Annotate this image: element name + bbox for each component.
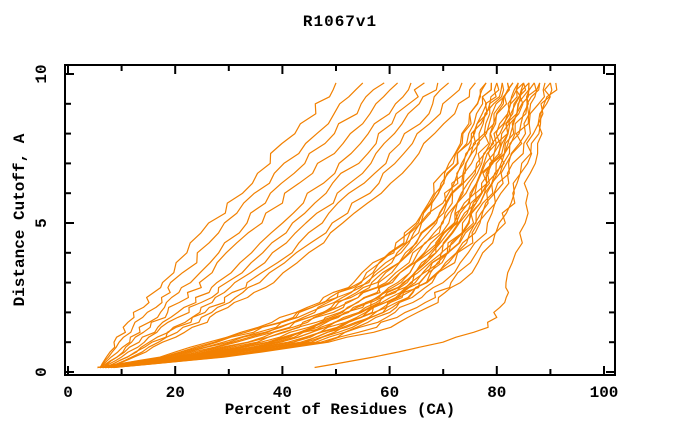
x-axis-label: Percent of Residues (CA) [224, 401, 456, 419]
curve [100, 82, 510, 369]
curve [97, 82, 487, 369]
curve [105, 82, 525, 369]
curve [100, 82, 492, 369]
curve [108, 82, 541, 369]
curve [100, 82, 498, 369]
curve [314, 82, 551, 369]
curve [99, 82, 364, 368]
curve [110, 82, 546, 369]
curve [97, 82, 500, 369]
y-tick-label: 5 [33, 218, 51, 228]
curve [105, 82, 530, 369]
y-axis-label: Distance Cutoff, A [11, 133, 29, 307]
x-tick-label: 0 [63, 384, 73, 402]
curve [110, 82, 541, 369]
curve [97, 82, 492, 369]
curve [97, 82, 487, 369]
y-tick-label: 0 [33, 367, 51, 377]
curve [102, 82, 519, 369]
x-tick-label: 60 [380, 384, 399, 402]
curve [107, 82, 463, 369]
x-tick-label: 40 [273, 384, 292, 402]
curve [99, 82, 412, 369]
curve [102, 82, 399, 368]
curve [102, 82, 514, 369]
curve [113, 82, 558, 369]
curve [102, 82, 519, 369]
chart-title: R1067v1 [302, 13, 378, 31]
x-tick-label: 80 [487, 384, 506, 402]
curve [108, 82, 537, 369]
curve [105, 82, 525, 369]
x-tick-label: 20 [166, 384, 185, 402]
curve [107, 82, 476, 369]
curve [100, 82, 503, 369]
axis-frame [64, 64, 616, 376]
curve [105, 82, 449, 369]
curve [102, 82, 425, 369]
curve [105, 82, 530, 369]
curve [99, 82, 385, 368]
y-tick-label: 10 [33, 64, 51, 83]
curve [108, 82, 535, 369]
curve [105, 82, 439, 369]
curve [99, 82, 337, 368]
x-tick-label: 100 [590, 384, 619, 402]
curve [113, 82, 553, 369]
